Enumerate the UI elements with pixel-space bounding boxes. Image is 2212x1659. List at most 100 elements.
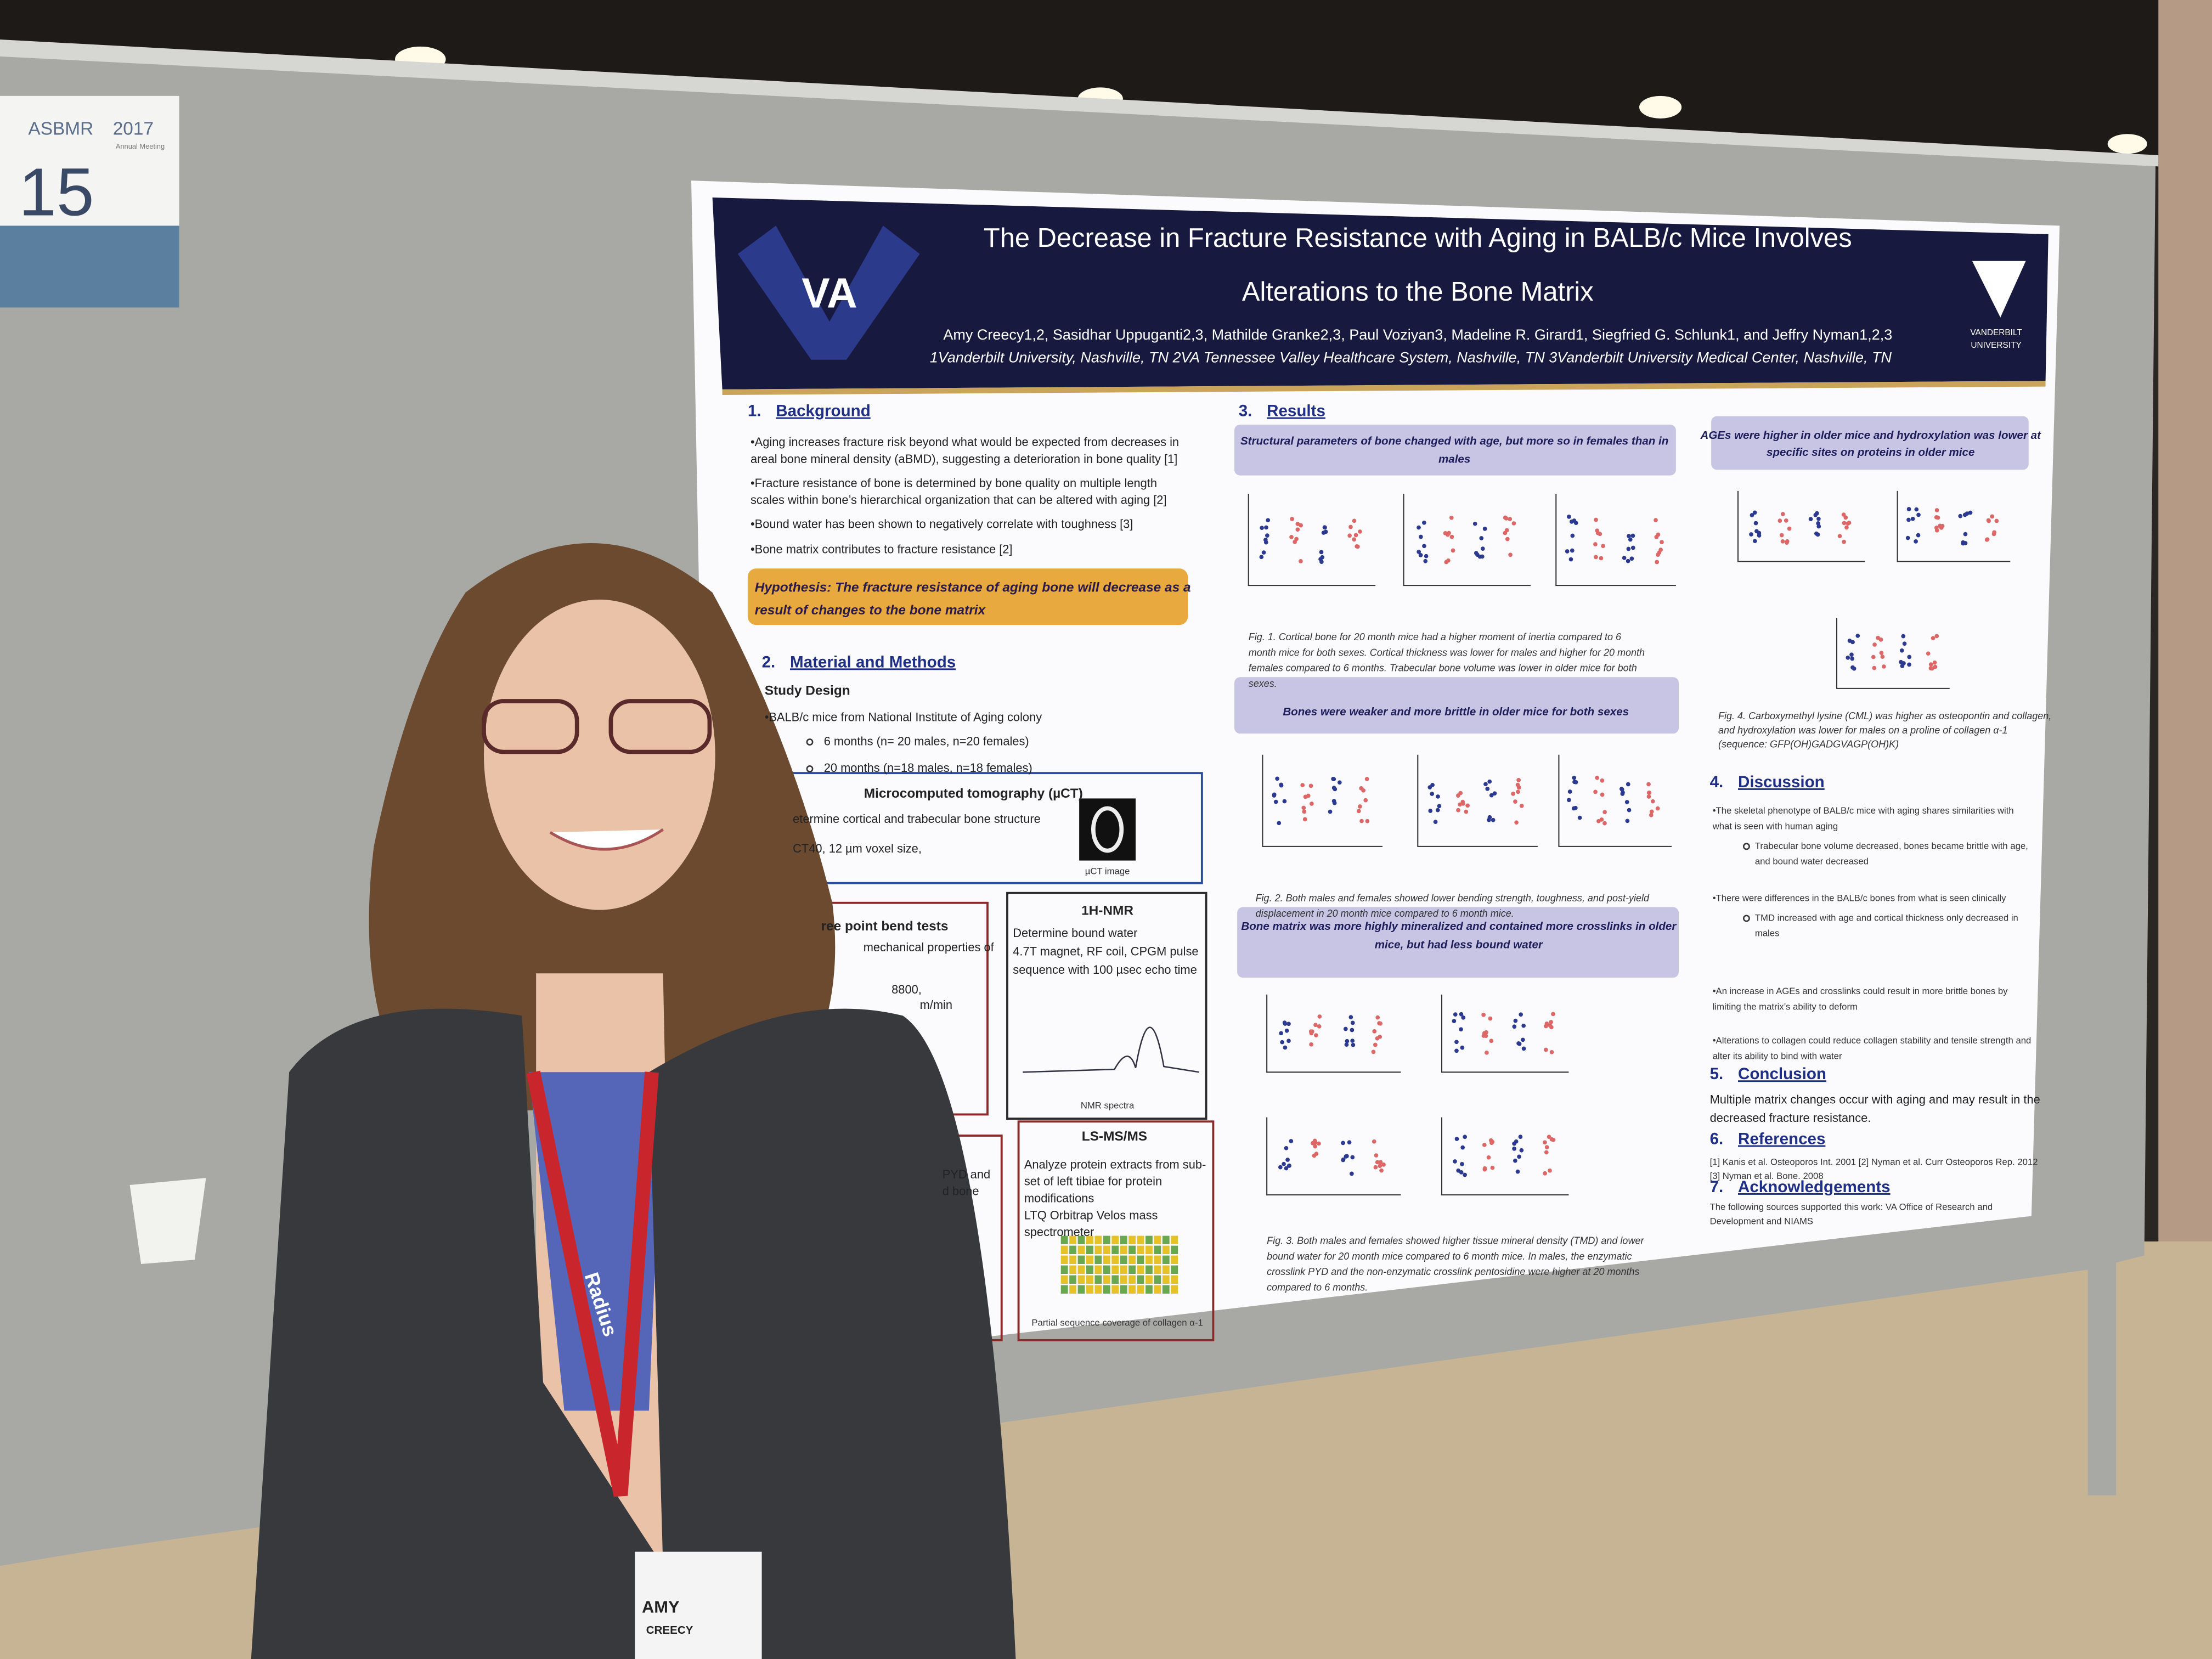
plot-dot bbox=[1350, 1020, 1355, 1025]
plot-dot bbox=[1375, 1015, 1380, 1020]
plot-dot bbox=[1750, 513, 1754, 517]
sign-logo: ASBMR bbox=[28, 119, 93, 139]
plot-dot bbox=[1568, 557, 1573, 562]
plot-dot bbox=[1846, 521, 1850, 526]
coverage-cell bbox=[1120, 1285, 1127, 1294]
coverage-cell bbox=[1060, 1285, 1068, 1294]
box-text: sequence with 100 µsec echo time bbox=[1013, 963, 1197, 977]
plot-dot bbox=[1286, 1022, 1291, 1026]
bullet bbox=[1743, 843, 1750, 850]
conclusion-text: decreased fracture resistance. bbox=[1710, 1111, 1871, 1125]
coverage-cell bbox=[1077, 1285, 1085, 1294]
plot-dot bbox=[1381, 1163, 1386, 1167]
panel-title: specific sites on proteins in older mice bbox=[1767, 446, 1974, 459]
plot-dot bbox=[1543, 1171, 1548, 1176]
background-item: •Bound water has been shown to negativel… bbox=[751, 517, 1133, 531]
coverage-cell bbox=[1086, 1255, 1093, 1264]
plot-dot bbox=[1422, 520, 1426, 525]
plot-dot bbox=[1487, 815, 1492, 820]
plot-dot bbox=[1620, 792, 1625, 796]
box-caption: Partial sequence coverage of collagen α-… bbox=[1031, 1317, 1203, 1328]
plot-dot bbox=[1454, 1137, 1459, 1141]
plot-dot bbox=[1283, 1045, 1288, 1050]
plot-dot bbox=[1312, 1138, 1317, 1143]
plot-dot bbox=[1503, 515, 1508, 520]
plot-dot bbox=[1282, 1020, 1287, 1025]
coverage-cell bbox=[1120, 1265, 1127, 1274]
plot-dot bbox=[1265, 533, 1269, 538]
plot-dot bbox=[1841, 512, 1846, 517]
section-heading: Acknowledgements bbox=[1738, 1178, 1891, 1196]
coverage-cell bbox=[1103, 1245, 1110, 1254]
plot-axis bbox=[1555, 494, 1676, 586]
coverage-cell bbox=[1094, 1285, 1102, 1294]
coverage-cell bbox=[1146, 1265, 1153, 1274]
plot-dot bbox=[1899, 659, 1903, 664]
coverage-cell bbox=[1154, 1275, 1161, 1284]
coverage-cell bbox=[1086, 1235, 1093, 1244]
plot-dot bbox=[1319, 550, 1324, 555]
plot-dot bbox=[1855, 634, 1860, 638]
plot-dot bbox=[1359, 786, 1364, 791]
plot-dot bbox=[1626, 546, 1631, 551]
plot-dot bbox=[1303, 794, 1308, 799]
plot-dot bbox=[1780, 539, 1785, 544]
plot-dot bbox=[1278, 1165, 1283, 1170]
texts: ASBMR 2017 Annual Meeting 15 VA VANDERBILT UNI… bbox=[19, 119, 2051, 1637]
plot-dot bbox=[1375, 1036, 1380, 1041]
plot-dot bbox=[1752, 539, 1757, 544]
plot-dot bbox=[1341, 1141, 1345, 1146]
plot-dot bbox=[1785, 539, 1790, 544]
plot-dot bbox=[1332, 800, 1337, 805]
plot-dot bbox=[1871, 654, 1876, 659]
background-item: •Fracture resistance of bone is determin… bbox=[751, 476, 1157, 490]
coverage-cell bbox=[1069, 1255, 1076, 1264]
plot-dot bbox=[1260, 526, 1264, 531]
coverage-cell bbox=[1103, 1275, 1110, 1284]
plot-dot bbox=[1512, 1024, 1517, 1029]
plot-dot bbox=[1352, 518, 1357, 523]
plot-dot bbox=[1482, 527, 1487, 531]
coverage-cell bbox=[1094, 1235, 1102, 1244]
hypothesis: Hypothesis: The fracture resistance of a… bbox=[755, 580, 1191, 595]
plot-dot bbox=[1990, 514, 1995, 519]
plot-dot bbox=[1428, 809, 1433, 813]
plot-dot bbox=[1365, 819, 1370, 823]
plot-dot bbox=[1321, 531, 1326, 535]
plot-dot bbox=[1308, 783, 1313, 788]
light bbox=[2107, 134, 2147, 154]
plot-dot bbox=[1436, 794, 1440, 799]
plot-dot bbox=[1513, 1018, 1518, 1023]
plot-dot bbox=[1443, 531, 1448, 535]
nmr-box bbox=[1006, 891, 1207, 1120]
plot-dot bbox=[1620, 787, 1624, 792]
plot-dot bbox=[1654, 518, 1658, 522]
plot-dot bbox=[1521, 1046, 1526, 1051]
plot-dot bbox=[1934, 508, 1939, 512]
plot-dot bbox=[1569, 520, 1574, 524]
plot-dot bbox=[1625, 819, 1630, 823]
box-caption: NMR spectra bbox=[1081, 1100, 1135, 1110]
cup bbox=[129, 1178, 206, 1264]
panel-title: mice, but had less bound water bbox=[1375, 938, 1543, 951]
nmr-spectrum bbox=[1023, 1026, 1199, 1073]
coverage-cell bbox=[1094, 1245, 1102, 1254]
plot-dot bbox=[1485, 787, 1490, 791]
plot-dot bbox=[1418, 534, 1423, 539]
plot-dot bbox=[1852, 666, 1857, 671]
plot-dot bbox=[1343, 1026, 1348, 1031]
box-text: 8800, bbox=[891, 983, 922, 996]
plot-dot bbox=[1491, 817, 1496, 822]
plot-dot bbox=[1593, 542, 1598, 546]
box-text: PYD and bbox=[943, 1167, 990, 1181]
background-item: areal bone mineral density (aBMD), sugge… bbox=[751, 452, 1177, 466]
coverage-cell bbox=[1060, 1265, 1068, 1274]
coverage-cell bbox=[1111, 1235, 1119, 1244]
plot-dot bbox=[1846, 655, 1850, 660]
plot-dot bbox=[1504, 528, 1509, 533]
box-title: Microcomputed tomography (µCT) bbox=[864, 786, 1083, 801]
plot-dot bbox=[1482, 1166, 1487, 1171]
plot-dot bbox=[1371, 1049, 1376, 1054]
coverage-cell bbox=[1137, 1285, 1144, 1294]
plot-dot bbox=[1290, 517, 1295, 521]
